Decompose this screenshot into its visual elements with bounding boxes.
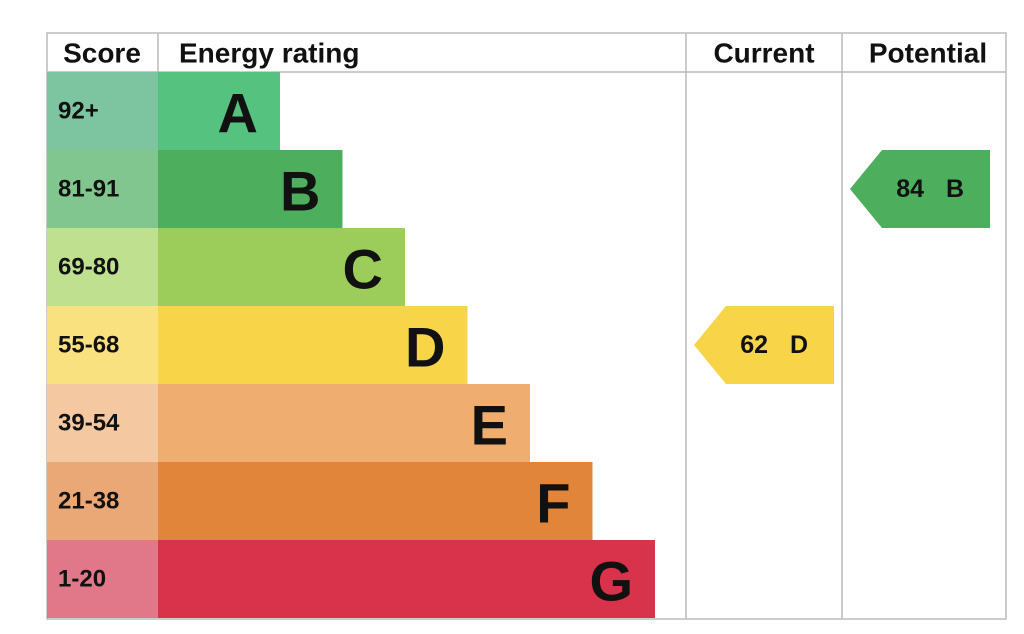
score-label: 1-20 bbox=[58, 566, 106, 593]
band-bar bbox=[158, 540, 655, 618]
band-bar bbox=[158, 228, 405, 306]
current-arrow bbox=[694, 306, 834, 384]
score-label: 55-68 bbox=[58, 332, 119, 359]
header-potential: Potential bbox=[869, 38, 987, 69]
score-cell bbox=[47, 306, 158, 384]
potential-letter: B bbox=[946, 175, 964, 203]
current-value: 62 bbox=[740, 331, 768, 359]
score-cell bbox=[47, 540, 158, 618]
score-label: 69-80 bbox=[58, 254, 119, 281]
header-rating: Energy rating bbox=[179, 38, 359, 69]
band-bar bbox=[158, 384, 530, 462]
band-bar bbox=[158, 72, 280, 150]
score-cell bbox=[47, 72, 158, 150]
band-bar bbox=[158, 150, 343, 228]
score-label: 39-54 bbox=[58, 410, 120, 437]
band-letter: B bbox=[280, 160, 320, 223]
score-cell bbox=[47, 150, 158, 228]
potential-arrow bbox=[850, 150, 990, 228]
band-letter: C bbox=[343, 238, 383, 301]
band-letter: D bbox=[405, 316, 445, 379]
score-cell bbox=[47, 228, 158, 306]
score-label: 81-91 bbox=[58, 176, 119, 203]
potential-value: 84 bbox=[896, 175, 924, 203]
score-cell bbox=[47, 384, 158, 462]
score-label: 92+ bbox=[58, 98, 99, 125]
band-letter: F bbox=[536, 472, 570, 535]
header-current: Current bbox=[713, 38, 814, 69]
header-score: Score bbox=[63, 38, 141, 69]
band-bar bbox=[158, 462, 593, 540]
band-letter: G bbox=[589, 550, 633, 613]
band-letter: A bbox=[218, 82, 258, 145]
score-cell bbox=[47, 462, 158, 540]
current-letter: D bbox=[790, 331, 808, 359]
band-bar bbox=[158, 306, 468, 384]
score-label: 21-38 bbox=[58, 488, 119, 515]
band-letter: E bbox=[471, 394, 508, 457]
